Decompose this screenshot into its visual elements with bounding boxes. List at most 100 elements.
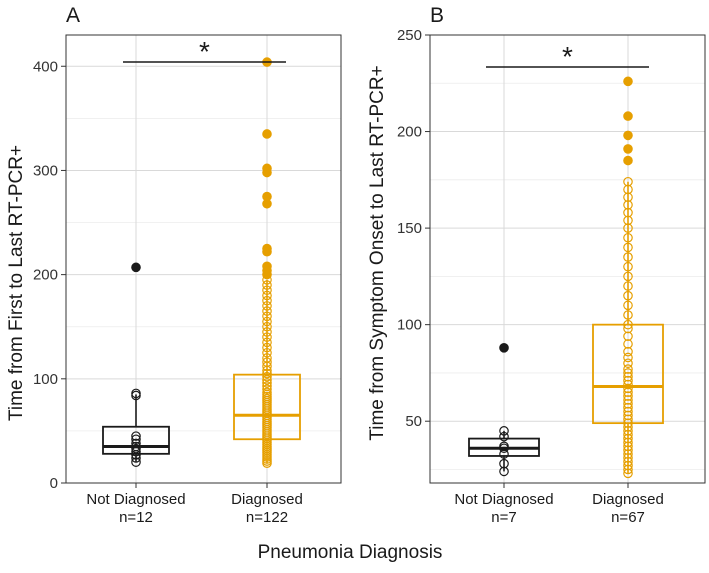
- panel-a-plot-border: [65, 34, 342, 484]
- panel-a-diagnosed-outlier: [262, 163, 272, 174]
- panel-a-diagnosed-point: [262, 332, 272, 342]
- panel-b-y-tick-label: 100: [397, 317, 422, 334]
- panel-b-diagnosed-point: [623, 464, 633, 475]
- panel-b-diagnosed-point: [623, 184, 633, 195]
- panel-b-diagnosed-point: [623, 383, 633, 394]
- panel-b-diagnosed-point: [623, 242, 633, 253]
- panel-b-diagnosed-point: [623, 281, 633, 291]
- panel-b-diagnosed-point: [623, 252, 633, 262]
- panel-b-diagnosed-point: [623, 358, 633, 369]
- panel-a-diagnosed-point: [262, 381, 272, 391]
- panel-a-not-diagnosed-point: [131, 457, 141, 467]
- panel-b-diagnosed-point: [623, 402, 633, 413]
- panel-a-not-diagnosed-point: [131, 431, 141, 441]
- panel-b-diagnosed-point: [623, 223, 633, 233]
- panel-a-diagnosed-point: [262, 306, 272, 316]
- panel-a-not-diagnosed-n-label: n=12: [119, 509, 153, 526]
- panel-b-diagnosed-point: [623, 387, 633, 398]
- panel-b-diagnosed-point: [623, 395, 633, 405]
- panel-b-diagnosed-point: [623, 364, 633, 374]
- panel-b-diagnosed-outlier: [623, 111, 633, 121]
- panel-b-y-tick-label: 200: [397, 124, 422, 141]
- panel-b-diagnosed-n-label: n=67: [611, 509, 645, 526]
- panel-b-diagnosed-outlier: [623, 76, 633, 87]
- panel-a-y-tick-label: 400: [33, 58, 58, 75]
- panel-b-not-diagnosed-point: [499, 449, 509, 459]
- panel-a-diagnosed-point: [262, 321, 272, 332]
- panel-a-diagnosed-point: [262, 285, 272, 296]
- panel-b-letter: B: [430, 4, 444, 27]
- panel-a-diagnosed-point: [262, 378, 272, 388]
- panel-a-significance-star: *: [199, 36, 210, 67]
- panel-a-diagnosed-point: [262, 290, 272, 301]
- panel-b-diagnosed-outlier: [623, 155, 633, 166]
- panel-a-diagnosed-point: [262, 371, 272, 382]
- panel-a-letter: A: [66, 4, 80, 27]
- panel-b-diagnosed-point: [623, 368, 633, 378]
- panel-b-diagnosed-point: [623, 176, 633, 187]
- panel-b-diagnosed-point: [623, 453, 633, 463]
- panel-b-diagnosed-point: [623, 271, 633, 282]
- panel-b-diagnosed-point: [623, 192, 633, 203]
- panel-b-diagnosed-point: [623, 323, 633, 334]
- panel-b-diagnosed-point: [623, 371, 633, 382]
- panel-a-y-tick-label: 0: [50, 475, 58, 492]
- panel-b-diagnosed-point: [623, 426, 633, 436]
- panel-b-diagnosed-point: [623, 207, 633, 218]
- panel-a-diagnosed-outlier: [262, 243, 272, 254]
- panel-b-diagnosed-point: [623, 418, 633, 428]
- panel-b-diagnosed-point: [623, 352, 633, 363]
- panel-a-not-diagnosed-point: [131, 438, 141, 449]
- x-axis-title: Pneumonia Diagnosis: [258, 542, 443, 563]
- panel-b-diagnosed-point: [623, 300, 633, 311]
- panel-b-diagnosed-point: [623, 290, 633, 301]
- panel-a-not-diagnosed-point: [131, 441, 141, 452]
- panel-a-diagnosed-point: [262, 387, 272, 398]
- panel-a-not-diagnosed-point: [131, 388, 141, 399]
- panel-b-diagnosed-point: [623, 339, 633, 349]
- panel-b-diagnosed-outlier: [623, 130, 633, 141]
- panel-a-diagnosed-point: [262, 375, 272, 385]
- panel-b-diagnosed-point: [623, 429, 633, 440]
- panel-b-plot-background: [430, 35, 705, 483]
- panel-b-diagnosed-point: [623, 379, 633, 390]
- panel-a-diagnosed-point: [262, 347, 272, 358]
- panel-b-y-axis-title: Time from Symptom Onset to Last RT-PCR+: [367, 65, 388, 440]
- panel-b-diagnosed-point: [623, 414, 633, 425]
- panel-a-diagnosed-point: [262, 295, 272, 306]
- panel-a-diagnosed-point: [262, 384, 272, 395]
- panel-a: A Time from First to Last RT-PCR+ 0 100 20…: [6, 4, 342, 526]
- panel-a-diagnosed-outlier: [262, 191, 272, 202]
- panel-b-not-diagnosed-point: [499, 426, 509, 436]
- panel-b-diagnosed-outlier: [623, 144, 633, 154]
- panel-b-y-tick-label: 50: [405, 413, 422, 430]
- panel-b-diagnosed-point: [623, 437, 633, 448]
- panel-a-plot-background: [66, 35, 341, 483]
- panel-a-diagnosed-outlier: [262, 261, 272, 272]
- panel-a-y-tick-label: 200: [33, 267, 58, 284]
- panel-b-diagnosed-point: [623, 261, 633, 272]
- panel-b-diagnosed-point: [623, 331, 633, 342]
- panel-a-diagnosed-point: [262, 280, 272, 290]
- panel-b-not-diagnosed-n-label: n=7: [491, 509, 516, 526]
- panel-b-diagnosed-point: [623, 410, 633, 421]
- panel-a-diagnosed-point: [262, 337, 272, 348]
- panel-a-diagnosed-point: [262, 327, 272, 337]
- panel-b-diagnosed-point: [623, 391, 633, 401]
- panel-b-diagnosed-point: [623, 310, 633, 320]
- panel-b-diagnosed-point: [623, 460, 633, 471]
- panel-a-diagnosed-point: [262, 301, 272, 311]
- panel-a-diagnosed-n-label: n=122: [246, 509, 288, 526]
- panel-a-diagnosed-point: [262, 342, 272, 353]
- panel-b-significance-star: *: [562, 41, 573, 72]
- panel-b-not-diagnosed-point: [499, 466, 509, 477]
- panel-a-not-diagnosed-category-label: Not Diagnosed: [86, 491, 185, 508]
- panel-b-not-diagnosed-outlier: [499, 343, 509, 353]
- panel-b-not-diagnosed-point: [499, 431, 509, 442]
- panel-a-y-axis-title: Time from First to Last RT-PCR+: [6, 145, 27, 421]
- panel-b-diagnosed-point: [623, 200, 633, 210]
- panel-a-diagnosed-category-label: Diagnosed: [231, 491, 303, 508]
- panel-a-not-diagnosed-point: [131, 453, 141, 463]
- panel-b-diagnosed-point: [623, 215, 633, 226]
